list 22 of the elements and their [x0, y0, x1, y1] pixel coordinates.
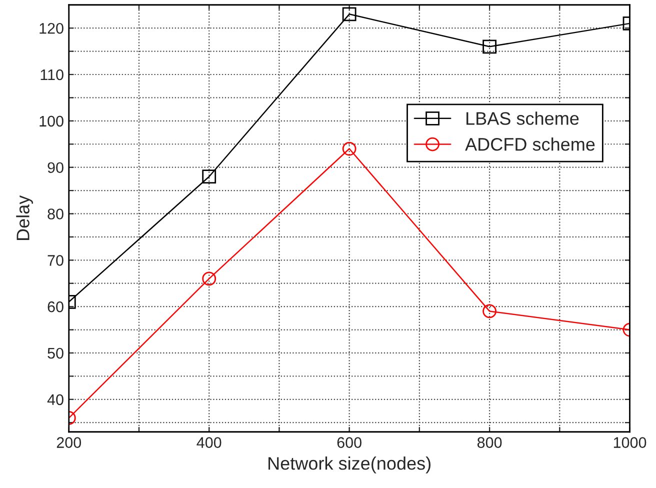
y-tick-label: 90: [48, 162, 64, 174]
x-tick-label: 600: [337, 437, 362, 448]
y-tick-label: 100: [40, 116, 64, 127]
y-tick-label: 40: [47, 394, 64, 406]
y-tick-label: 50: [48, 348, 64, 359]
y-tick-label: 70: [48, 255, 64, 266]
point: [202, 170, 216, 184]
y-tick-label: 60: [48, 301, 64, 312]
y-tick-label: 80: [48, 208, 64, 220]
point: [202, 272, 216, 286]
y-axis-title: Delay: [16, 195, 33, 240]
x-axis-title: Network size(nodes): [268, 456, 430, 474]
x-tick-label: 800: [477, 437, 502, 448]
x-tick-label: 200: [56, 437, 82, 448]
point: [342, 142, 356, 156]
point: [342, 7, 356, 22]
y-tick-label: 110: [40, 69, 64, 80]
x-tick-label: 1000: [614, 437, 646, 448]
y-tick-label: 120: [40, 22, 64, 34]
legend-label: LBAS scheme: [466, 112, 579, 125]
legend-label: ADCFD scheme: [465, 137, 595, 151]
x-tick-label: 400: [196, 437, 222, 448]
